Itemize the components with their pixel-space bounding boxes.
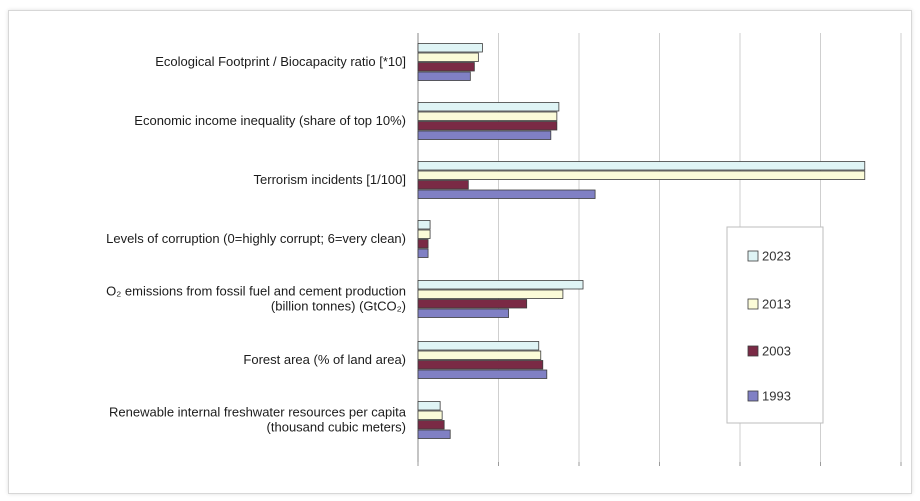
category-label: Renewable internal freshwater resources … <box>109 405 407 420</box>
legend-label-2013: 2013 <box>762 297 791 312</box>
bar-2023-cat-5 <box>418 281 583 290</box>
bar-1993-cat-7 <box>418 430 450 439</box>
category-label: Economic income inequality (share of top… <box>134 113 406 128</box>
legend-swatch-2013 <box>748 299 758 309</box>
bar-2023-cat-1 <box>418 44 482 53</box>
bar-2003-cat-2 <box>418 122 557 131</box>
category-label: Terrorism incidents [1/100] <box>254 172 406 187</box>
legend-swatch-1993 <box>748 391 758 401</box>
legend-swatch-2023 <box>748 251 758 261</box>
bar-1993-cat-5 <box>418 309 509 318</box>
bar-2023-cat-4 <box>418 221 430 230</box>
bar-1993-cat-1 <box>418 72 470 81</box>
category-label: Ecological Footprint / Biocapacity ratio… <box>155 54 406 69</box>
bar-1993-cat-3 <box>418 190 595 199</box>
bar-2023-cat-7 <box>418 402 440 411</box>
bar-1993-cat-2 <box>418 131 551 140</box>
bar-2003-cat-1 <box>418 63 474 72</box>
bar-1993-cat-6 <box>418 370 547 379</box>
bar-2013-cat-3 <box>418 171 865 180</box>
bar-2013-cat-2 <box>418 112 557 121</box>
bar-2003-cat-7 <box>418 421 444 430</box>
legend-label-2023: 2023 <box>762 249 791 264</box>
bar-2003-cat-3 <box>418 181 468 190</box>
bar-2013-cat-5 <box>418 290 563 299</box>
bar-2023-cat-6 <box>418 342 539 351</box>
legend: 2023 2013 2003 1993 <box>727 227 823 423</box>
bar-2003-cat-6 <box>418 361 543 370</box>
bar-2013-cat-7 <box>418 411 442 420</box>
bar-2013-cat-1 <box>418 53 478 62</box>
category-label: O₂ emissions from fossil fuel and cement… <box>106 284 406 299</box>
category-label: Forest area (% of land area) <box>243 352 406 367</box>
bar-2003-cat-5 <box>418 300 527 309</box>
bar-2023-cat-3 <box>418 162 865 171</box>
bar-2023-cat-2 <box>418 103 559 112</box>
legend-label-2003: 2003 <box>762 344 791 359</box>
bar-2013-cat-6 <box>418 351 541 360</box>
legend-label-1993: 1993 <box>762 389 791 404</box>
bar-1993-cat-4 <box>418 249 428 258</box>
category-label: (thousand cubic meters) <box>267 420 406 435</box>
category-label: (billion tonnes) (GtCO₂) <box>271 299 406 314</box>
category-label: Levels of corruption (0=highly corrupt; … <box>106 231 406 246</box>
bar-2013-cat-4 <box>418 230 430 239</box>
legend-swatch-2003 <box>748 346 758 356</box>
bar-2003-cat-4 <box>418 240 428 249</box>
